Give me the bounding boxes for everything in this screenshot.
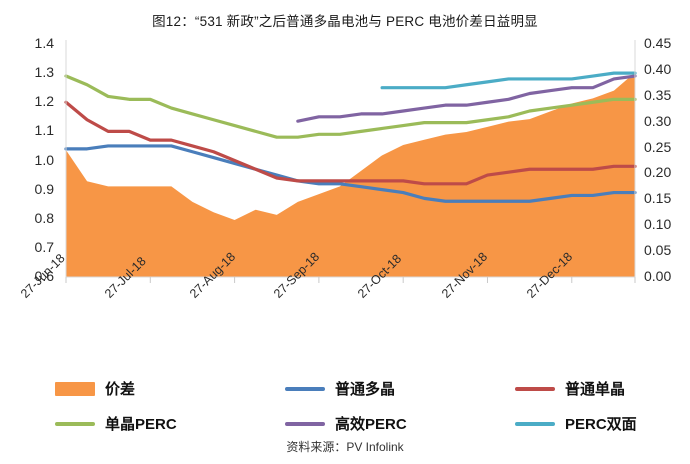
chart-legend: 价差 普通多晶 普通单晶 单晶PERC 高效PERC PERC双面 <box>0 378 690 448</box>
y-axis-left-tick-0: 1.4 <box>34 35 54 51</box>
legend-label-multi: 普通多晶 <box>335 381 396 398</box>
y-axis-right-tick-5: 0.20 <box>644 164 672 181</box>
legend-swatch-mono <box>515 386 555 391</box>
legend-item-multi[interactable]: 普通多晶 <box>230 378 460 399</box>
series-area-price-spread <box>66 72 635 277</box>
y-axis-right-tick-3: 0.30 <box>644 112 672 129</box>
series-line-high-eff-perc <box>296 74 637 123</box>
y-axis-right-tick-7: 0.10 <box>644 216 672 233</box>
legend-label-mono-perc: 单晶PERC <box>105 416 177 433</box>
source-note: 资料来源：PV Infolink <box>286 440 404 454</box>
y-axis-left-tick-3: 1.1 <box>34 122 54 139</box>
y-axis-left-tick-4: 1.0 <box>34 151 54 168</box>
legend-item-price-spread[interactable]: 价差 <box>0 378 230 399</box>
chart-title: 图12：“531 新政”之后普通多晶电池与 PERC 电池价差日益明显 <box>152 14 538 29</box>
legend-item-mono-perc[interactable]: 单晶PERC <box>0 413 230 434</box>
y-axis-right-tick-6: 0.15 <box>644 190 672 207</box>
legend-row-2: 单晶PERC 高效PERC PERC双面 <box>0 413 690 434</box>
y-axis-left-tick-1: 1.3 <box>34 64 54 81</box>
legend-swatch-multi <box>285 386 325 391</box>
y-axis-right-tick-8: 0.05 <box>644 242 672 259</box>
y-axis-right-tick-2: 0.35 <box>644 86 672 103</box>
legend-label-mono: 普通单晶 <box>565 381 626 398</box>
legend-item-perc-bifacial[interactable]: PERC双面 <box>460 413 690 434</box>
series-line-mono-perc <box>64 74 637 139</box>
legend-label-high-eff-perc: 高效PERC <box>335 416 407 433</box>
y-axis-left-tick-8: 0.6 <box>34 268 54 284</box>
series-line-multi <box>64 144 637 203</box>
y-axis-left-tick-5: 0.9 <box>34 180 54 197</box>
series-line-mono <box>64 100 637 186</box>
legend-label-price-spread: 价差 <box>105 381 136 398</box>
legend-item-high-eff-perc[interactable]: 高效PERC <box>230 413 460 434</box>
y-axis-left-tick-2: 1.2 <box>34 93 54 110</box>
plot-svg <box>64 40 637 283</box>
y-axis-left-tick-6: 0.8 <box>34 209 54 226</box>
legend-swatch-high-eff-perc <box>285 421 325 426</box>
legend-swatch-price-spread <box>55 381 95 396</box>
y-axis-right-tick-0: 0.45 <box>644 35 672 51</box>
legend-item-mono[interactable]: 普通单晶 <box>460 378 690 399</box>
legend-label-perc-bifacial: PERC双面 <box>565 416 637 433</box>
legend-swatch-perc-bifacial <box>515 421 555 426</box>
y-axis-right-tick-4: 0.25 <box>644 138 672 155</box>
legend-row-1: 价差 普通多晶 普通单晶 <box>0 378 690 399</box>
plot-area <box>0 36 690 286</box>
y-axis-right-tick-9: 0.00 <box>644 268 672 284</box>
legend-swatch-mono-perc <box>55 421 95 426</box>
series-line-perc-bifacial <box>380 71 637 90</box>
y-axis-right-tick-1: 0.40 <box>644 60 672 77</box>
y-axis-left-tick-7: 0.7 <box>34 238 54 255</box>
